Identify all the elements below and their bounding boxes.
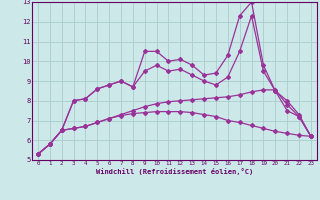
X-axis label: Windchill (Refroidissement éolien,°C): Windchill (Refroidissement éolien,°C): [96, 168, 253, 175]
